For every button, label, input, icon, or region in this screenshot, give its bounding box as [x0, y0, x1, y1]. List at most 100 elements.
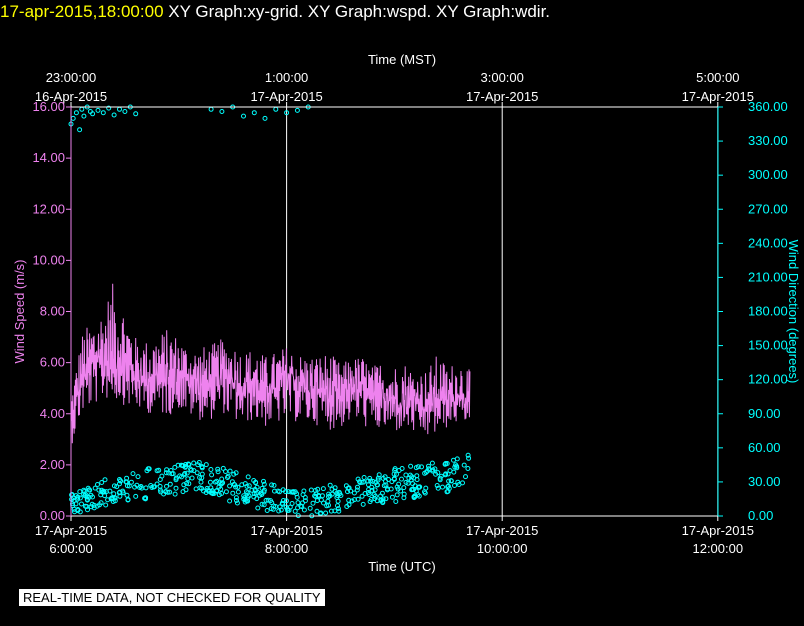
wind-direction-point: [261, 478, 266, 484]
wind-direction-point: [280, 487, 286, 493]
wind-direction-point: [197, 485, 203, 491]
wind-direction-point: [180, 489, 186, 495]
wind-direction-point: [284, 506, 290, 512]
wind-direction-point: [344, 504, 350, 509]
wind-direction-point: [372, 487, 378, 493]
right-tick-label: 210.00: [748, 269, 788, 284]
wind-direction-point: [98, 500, 104, 506]
wind-direction-point: [374, 482, 380, 488]
wind-direction-point: [265, 497, 271, 503]
wind-direction-point: [114, 484, 120, 490]
wind-direction-point: [208, 467, 214, 472]
wind-direction-point: [219, 109, 225, 114]
wind-direction-point: [143, 485, 149, 491]
wind-direction-point: [75, 507, 81, 512]
wind-direction-point: [310, 500, 316, 506]
wind-direction-point: [85, 485, 91, 491]
wind-direction-point: [422, 490, 428, 496]
wind-direction-point: [359, 493, 365, 499]
wind-direction-point: [465, 452, 471, 458]
wind-direction-point: [244, 483, 250, 489]
graph-title-wspd: XY Graph:wspd.: [307, 2, 432, 21]
left-tick-label: 2.00: [40, 457, 65, 472]
wind-direction-point: [308, 487, 314, 493]
wind-direction-point: [391, 471, 397, 477]
wind-direction-point: [294, 491, 299, 497]
wind-direction-point: [416, 484, 422, 490]
wind-direction-point: [111, 483, 117, 489]
wind-direction-point: [191, 460, 197, 466]
wind-direction-point: [334, 490, 340, 496]
top-tick-time-label: 23:00:00: [46, 70, 97, 85]
wind-direction-point: [118, 478, 123, 484]
wind-direction-point: [336, 508, 342, 514]
wind-direction-point: [403, 479, 409, 485]
wind-direction-point: [321, 500, 326, 506]
wind-direction-point: [96, 487, 102, 493]
wind-direction-point: [396, 481, 402, 487]
wind-direction-point: [466, 455, 472, 461]
wind-direction-point: [137, 485, 143, 490]
left-axis-title: Wind Speed (m/s): [12, 259, 27, 363]
right-tick-label: 90.00: [748, 406, 781, 421]
wind-direction-point: [259, 492, 265, 497]
wind-direction-point: [103, 489, 109, 495]
wind-direction-point: [215, 466, 221, 472]
right-tick-label: 0.00: [748, 508, 773, 523]
wind-direction-point: [280, 501, 286, 507]
wind-direction-point: [227, 483, 233, 489]
wind-direction-point: [91, 505, 97, 511]
wind-direction-point: [112, 495, 118, 501]
wind-direction-point: [355, 484, 360, 490]
right-tick-label: 270.00: [748, 201, 788, 216]
wind-direction-point: [255, 505, 261, 511]
wind-direction-point: [198, 479, 204, 485]
wind-direction-point: [251, 478, 257, 483]
wind-direction-point: [361, 475, 367, 480]
wind-direction-point: [277, 489, 282, 495]
wind-direction-point: [419, 464, 424, 470]
wind-direction-point: [135, 474, 141, 480]
wind-direction-point: [77, 495, 83, 501]
wind-direction-point: [261, 481, 267, 487]
wind-direction-point: [394, 471, 399, 477]
wind-direction-point: [173, 475, 179, 481]
bottom-tick-time-label: 12:00:00: [692, 541, 743, 556]
right-tick-label: 150.00: [748, 338, 788, 353]
left-tick-label: 6.00: [40, 355, 65, 370]
wind-direction-point: [199, 464, 205, 470]
wind-direction-point: [403, 472, 409, 478]
wind-direction-point: [234, 500, 240, 506]
wind-direction-point: [463, 474, 468, 480]
wind-direction-point: [193, 486, 199, 492]
top-tick-time-label: 3:00:00: [481, 70, 524, 85]
wind-direction-point: [411, 495, 417, 501]
wind-direction-point: [158, 489, 164, 495]
right-tick-label: 60.00: [748, 440, 781, 455]
wind-direction-point: [362, 491, 368, 496]
wind-direction-point: [269, 500, 275, 506]
wind-direction-point: [227, 498, 233, 504]
wind-direction-point: [185, 476, 191, 482]
wind-direction-point: [219, 481, 225, 486]
wind-direction-point: [102, 477, 108, 483]
wind-direction-point: [111, 112, 117, 118]
wind-direction-point: [223, 489, 229, 495]
wind-direction-point: [70, 115, 76, 121]
wind-direction-point: [125, 497, 131, 503]
wind-direction-point: [376, 472, 382, 478]
wind-direction-point: [411, 487, 417, 492]
wind-direction-point: [79, 501, 84, 507]
wind-direction-point: [154, 481, 160, 487]
graph-title-grid: XY Graph:xy-grid.: [168, 2, 304, 21]
wind-direction-point: [368, 497, 374, 502]
bottom-tick-date-label: 17-Apr-2015: [35, 523, 107, 538]
wind-direction-point: [437, 475, 443, 481]
wind-direction-point: [146, 466, 152, 472]
wind-direction-point: [424, 468, 430, 474]
wind-direction-point: [345, 489, 350, 495]
wind-direction-point: [215, 469, 221, 475]
wind-direction-point: [102, 493, 108, 499]
wind-direction-point: [391, 476, 397, 481]
wind-direction-point: [199, 475, 205, 481]
